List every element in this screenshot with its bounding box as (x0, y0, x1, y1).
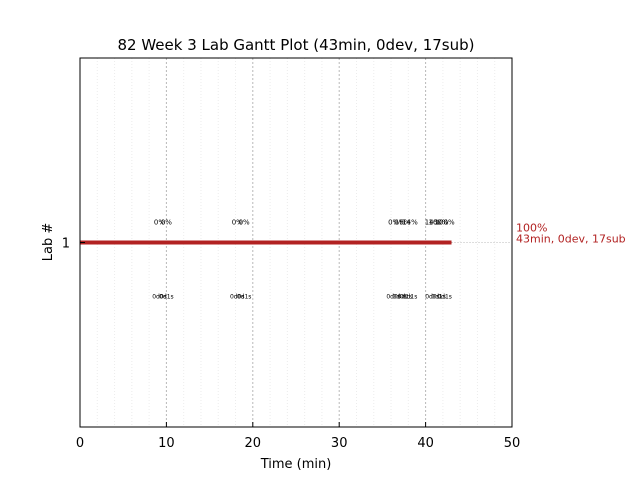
submission-time-label: 0d1s (403, 294, 418, 301)
x-tick-label: 20 (245, 436, 262, 451)
bar-percent-label: 100% (516, 222, 547, 235)
submission-time-label: 0d1s (398, 294, 413, 301)
y-axis-label: Lab # (41, 223, 56, 262)
submission-score-label: 0% (239, 219, 250, 227)
submission-score-label: 0% (232, 219, 243, 227)
y-tick-label: 1 (62, 237, 70, 252)
submission-time-label: 0d1s (437, 294, 452, 301)
submission-time-label: 0d1s (237, 294, 252, 301)
y-axis-ticks: 1 (62, 237, 85, 252)
submission-score-label: 0% (394, 219, 405, 227)
submission-time-label: 0d0s (386, 294, 401, 301)
submission-score-label: 14% (402, 219, 418, 227)
submission-time-label: 0d1s (159, 294, 174, 301)
chart-title: 82 Week 3 Lab Gantt Plot (43min, 0dev, 1… (117, 36, 474, 54)
bar-detail-label: 43min, 0dev, 17sub (516, 233, 626, 246)
submission-time-label: 0d0s (425, 294, 440, 301)
x-axis-ticks: 0 10 20 30 40 50 (76, 422, 520, 451)
x-tick-label: 0 (76, 436, 84, 451)
x-tick-label: 30 (331, 436, 348, 451)
bar-side-labels: 100%43min, 0dev, 17sub (516, 222, 626, 246)
submission-score-label: 100% (429, 219, 449, 227)
x-tick-label: 50 (504, 436, 521, 451)
submission-time-label: 0d0s (230, 294, 245, 301)
submission-score-label: 14% (425, 219, 441, 227)
submission-time-label: 0d0s (392, 294, 407, 301)
submission-score-label: 100% (435, 219, 455, 227)
x-tick-label: 40 (417, 436, 434, 451)
submission-annotations: 0% 0d0s 0% 0d1s 0% 0d0s 0% 0d1s 0% 0d0s 0% 0d0s 6% 0d… (152, 219, 455, 301)
submission-score-label: 0% (154, 219, 165, 227)
submission-score-label: 6% (399, 219, 410, 227)
submission-time-label: 0d1s (431, 294, 446, 301)
submission-time-label: 0d0s (152, 294, 167, 301)
x-tick-label: 10 (158, 436, 175, 451)
submission-score-label: 0% (161, 219, 172, 227)
x-axis-label: Time (min) (260, 457, 332, 472)
submission-score-label: 0% (388, 219, 399, 227)
